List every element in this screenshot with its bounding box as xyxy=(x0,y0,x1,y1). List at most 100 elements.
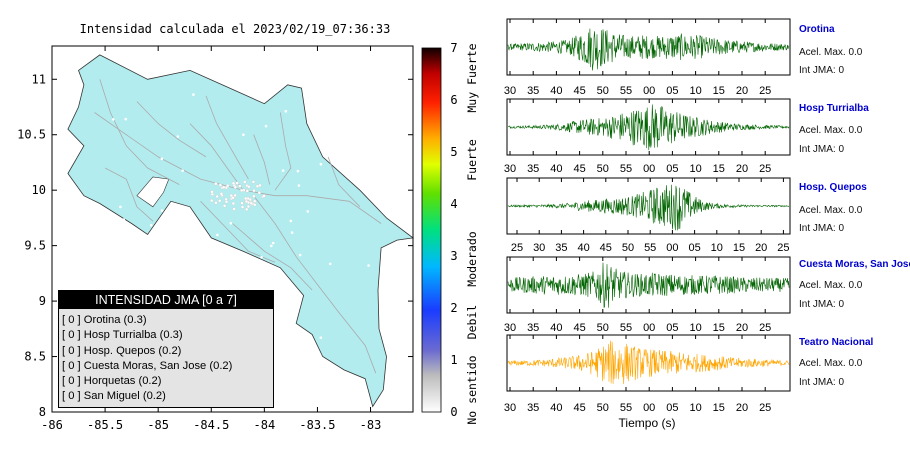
road xyxy=(99,79,180,185)
waveform-tick-label: 05 xyxy=(688,242,700,254)
station-dot xyxy=(232,207,236,211)
station-dot xyxy=(289,219,293,223)
waveform-tick-label: 45 xyxy=(573,85,585,97)
waveform-tick-label: 15 xyxy=(713,85,725,97)
station-dot xyxy=(231,196,235,200)
station-dot xyxy=(151,280,155,284)
road xyxy=(232,223,313,291)
waveform-tick-label: 30 xyxy=(504,163,516,175)
waveform-tick-label: 10 xyxy=(689,85,701,97)
colorbar-tick-label: 0 xyxy=(450,405,457,419)
station-dot xyxy=(253,199,257,203)
station-dot xyxy=(229,222,233,225)
colorbar-tick-label: 6 xyxy=(450,93,457,107)
station-name: Teatro Nacional xyxy=(799,337,874,348)
waveform-tick-label: 30 xyxy=(504,402,516,414)
colorbar-tick-label: 7 xyxy=(450,41,457,55)
road xyxy=(189,123,244,191)
waveform-tick-label: 45 xyxy=(573,402,585,414)
station-name: Hosp. Quepos xyxy=(799,182,867,193)
station-dot xyxy=(235,181,239,185)
waveform-tick-label: 00 xyxy=(643,402,655,414)
colorbar-tick-label: 3 xyxy=(450,249,457,263)
station-dot xyxy=(249,201,253,205)
station-dot xyxy=(284,109,288,113)
waveform-tick-label: 55 xyxy=(644,242,656,254)
road xyxy=(205,95,249,180)
map-title: Intensidad calculada el 2023/02/19_07:36… xyxy=(79,22,391,36)
waveform-trace xyxy=(507,28,790,71)
station-dot xyxy=(290,231,294,234)
y-tick-label: 10 xyxy=(32,183,46,197)
colorbar-category-label: No sentido xyxy=(465,355,479,424)
waveform-tick-label: 10 xyxy=(711,242,723,254)
y-tick-label: 8 xyxy=(39,405,46,419)
road xyxy=(136,101,207,158)
waveform-tick-label: 45 xyxy=(600,242,612,254)
waveform-tick-label: 30 xyxy=(504,85,516,97)
station-dot xyxy=(226,184,230,188)
waveform-tick-label: 25 xyxy=(759,85,771,97)
waveform-tick-label: 20 xyxy=(736,85,748,97)
station-dot xyxy=(253,203,257,207)
waveform-tick-label: 05 xyxy=(666,85,678,97)
station-dot xyxy=(245,189,249,193)
y-tick-label: 11 xyxy=(32,72,46,86)
road xyxy=(274,112,292,191)
waveform-tick-label: 05 xyxy=(666,402,678,414)
road xyxy=(104,167,154,222)
y-tick-label: 8.5 xyxy=(24,350,46,364)
station-dot xyxy=(233,185,237,189)
waveform-tick-label: 40 xyxy=(550,85,562,97)
station-dot xyxy=(224,200,229,204)
road xyxy=(253,134,271,185)
station-dot xyxy=(149,224,153,227)
station-dot xyxy=(240,201,244,205)
station-acel: Acel. Max. 0.0 xyxy=(799,125,863,136)
waveform-tick-label: 20 xyxy=(736,322,748,334)
x-tick-label: -84 xyxy=(254,418,276,432)
station-dot xyxy=(171,210,174,213)
intensity-legend: INTENSIDAD JMA [0 a 7] [ 0 ] Orotina (0.… xyxy=(58,290,274,408)
station-dot xyxy=(367,264,370,267)
waveform-tick-label: 00 xyxy=(643,322,655,334)
waveform-tick-label: 35 xyxy=(527,163,539,175)
station-dot xyxy=(225,250,228,254)
station-dot xyxy=(242,133,245,136)
station-dot xyxy=(246,204,251,209)
colorbar-tick-label: 2 xyxy=(450,301,457,315)
station-dot xyxy=(271,241,275,245)
station-dot xyxy=(231,201,236,206)
colorbar-category-label: Moderado xyxy=(465,231,479,286)
x-tick-label: -84.5 xyxy=(193,418,229,432)
waveform-tick-label: 45 xyxy=(573,322,585,334)
waveform-tick-label: 25 xyxy=(759,322,771,334)
waveform-tick-label: 10 xyxy=(689,163,701,175)
waveform-tick-label: 40 xyxy=(550,163,562,175)
station-dot xyxy=(306,210,310,213)
waveform-tick-label: 05 xyxy=(666,163,678,175)
waveform-tick-label: 40 xyxy=(577,242,589,254)
station-dot xyxy=(264,124,268,128)
x-tick-label: -83 xyxy=(360,418,382,432)
legend-item: [ 0 ] San Miguel (0.2) xyxy=(62,390,166,403)
station-dot xyxy=(257,191,262,195)
waveform-tick-label: 00 xyxy=(643,163,655,175)
waveform-tick-label: 50 xyxy=(597,163,609,175)
station-dot xyxy=(160,157,164,160)
station-dot xyxy=(381,165,384,168)
station-name: Orotina xyxy=(799,24,835,35)
station-dot xyxy=(215,194,219,199)
station-dot xyxy=(218,183,223,187)
station-acel: Acel. Max. 0.0 xyxy=(799,358,863,369)
station-int: Int JMA: 0 xyxy=(799,223,845,234)
waveform-tick-label: 55 xyxy=(620,163,632,175)
legend-item: [ 0 ] Horquetas (0.2) xyxy=(62,375,162,388)
waveform-tick-label: 50 xyxy=(597,85,609,97)
legend-item: [ 0 ] Hosp. Quepos (0.2) xyxy=(62,344,182,357)
waveform-tick-label: 35 xyxy=(527,85,539,97)
y-tick-label: 10.5 xyxy=(17,128,46,142)
station-int: Int JMA: 0 xyxy=(799,377,845,388)
x-tick-label: -86 xyxy=(41,418,63,432)
waveform-trace xyxy=(508,104,790,151)
